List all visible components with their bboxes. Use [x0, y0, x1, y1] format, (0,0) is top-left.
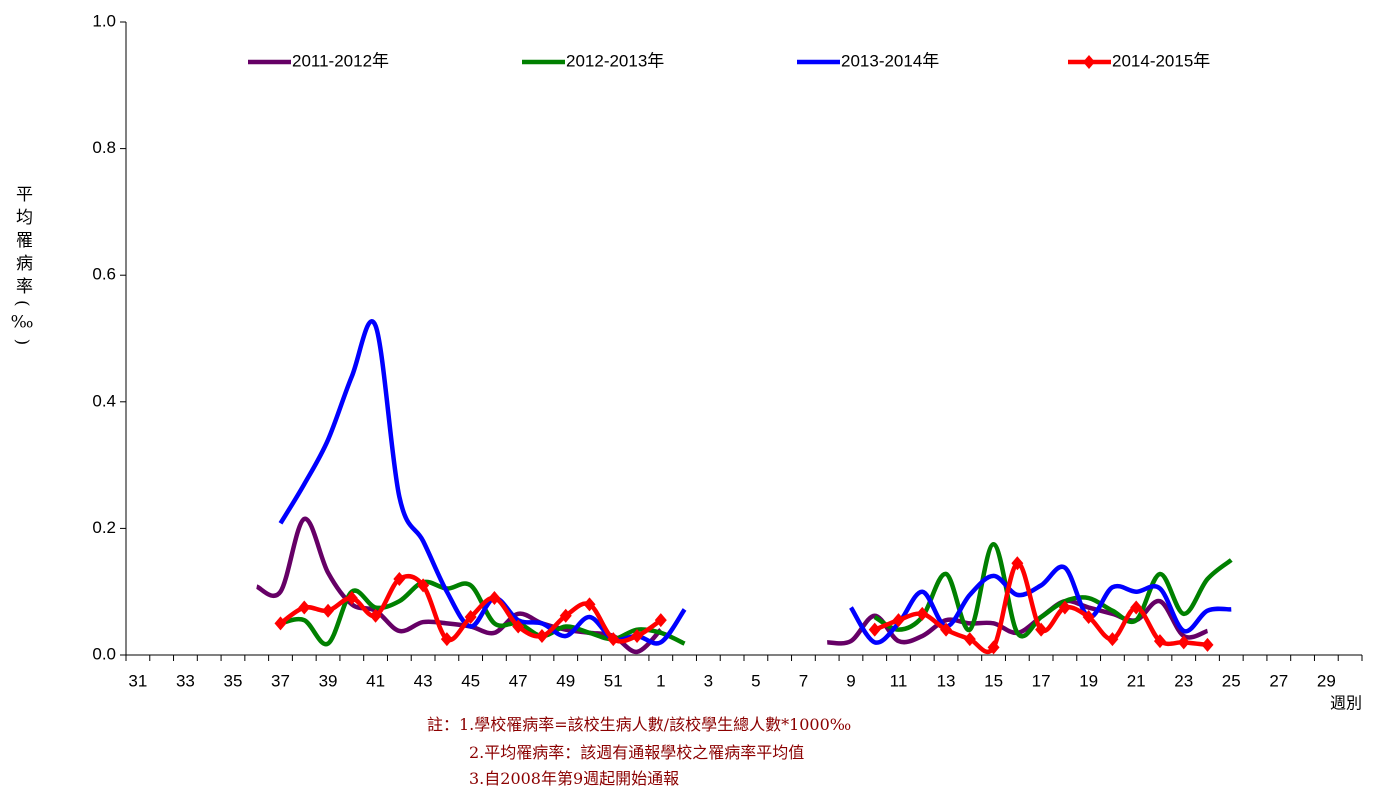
note: 3.自2008年第9週起開始通報: [469, 769, 680, 788]
x-tick-label: 39: [319, 671, 338, 690]
marker: [298, 600, 311, 615]
marker: [417, 578, 430, 593]
x-tick-label: 47: [509, 671, 528, 690]
x-axis-label: 週別: [1330, 694, 1362, 713]
marker: [1130, 600, 1143, 615]
x-tick-label: 31: [128, 671, 147, 690]
y-tick-label: 0.6: [92, 265, 116, 284]
marker: [1011, 556, 1024, 571]
legend-label: 2013-2014年: [841, 51, 939, 70]
x-tick-label: 3: [704, 671, 713, 690]
x-tick-label: 1: [656, 671, 665, 690]
marker: [1106, 632, 1119, 647]
marker: [1177, 635, 1190, 650]
x-tick-label: 5: [751, 671, 760, 690]
marker: [631, 629, 644, 644]
legend-label: 2012-2013年: [566, 51, 664, 70]
x-tick-label: 25: [1222, 671, 1241, 690]
series-line: [278, 319, 1232, 646]
y-axis-label: 平均罹病率(‰): [12, 185, 32, 352]
y-tick-label: 0.0: [92, 644, 116, 663]
x-tick-label: 37: [271, 671, 290, 690]
marker: [583, 597, 596, 612]
marker: [868, 622, 881, 637]
x-tick-label: 9: [846, 671, 855, 690]
x-tick-label: 15: [984, 671, 1003, 690]
marker: [963, 632, 976, 647]
marker: [1035, 622, 1048, 637]
marker: [535, 629, 548, 644]
note: 2.平均罹病率：該週有通報學校之罹病率平均值: [469, 743, 805, 762]
x-tick-label: 49: [556, 671, 575, 690]
y-tick-label: 0.8: [92, 138, 116, 157]
y-tick-label: 0.4: [92, 391, 116, 410]
marker: [654, 613, 667, 628]
marker: [440, 632, 453, 647]
marker: [1058, 600, 1071, 615]
marker: [559, 608, 572, 623]
marker: [512, 619, 525, 634]
y-tick-label: 1.0: [92, 11, 116, 30]
marker: [393, 572, 406, 587]
legend-label: 2014-2015年: [1112, 51, 1210, 70]
x-tick-label: 41: [366, 671, 385, 690]
marker: [1082, 610, 1095, 625]
x-tick-label: 11: [890, 671, 908, 690]
x-tick-label: 19: [1079, 671, 1098, 690]
marker: [488, 591, 501, 606]
x-tick-label: 27: [1269, 671, 1288, 690]
marker: [940, 622, 953, 637]
marker: [322, 603, 335, 618]
marker: [987, 640, 1000, 655]
marker: [1153, 634, 1166, 649]
x-tick-label: 17: [1032, 671, 1051, 690]
x-tick-label: 13: [937, 671, 956, 690]
x-tick-label: 51: [604, 671, 623, 690]
x-tick-label: 45: [461, 671, 480, 690]
marker: [369, 608, 382, 623]
x-tick-label: 7: [799, 671, 808, 690]
series-line: [280, 541, 1233, 647]
x-tick-label: 35: [224, 671, 243, 690]
x-tick-label: 21: [1127, 671, 1146, 690]
legend-marker: [1083, 55, 1095, 69]
marker: [892, 613, 905, 628]
x-tick-label: 43: [414, 671, 433, 690]
legend-label: 2011-2012年: [292, 51, 389, 70]
marker: [1201, 637, 1214, 652]
x-tick-label: 23: [1174, 671, 1193, 690]
marker: [464, 610, 477, 625]
marker: [916, 606, 929, 621]
x-tick-label: 29: [1317, 671, 1336, 690]
y-tick-label: 0.2: [92, 518, 116, 537]
marker: [345, 591, 358, 606]
marker: [607, 632, 620, 647]
note: 註：1.學校罹病率=該校生病人數/該校學生總人數*1000‰: [427, 715, 852, 734]
marker: [274, 616, 287, 631]
x-tick-label: 33: [176, 671, 195, 690]
